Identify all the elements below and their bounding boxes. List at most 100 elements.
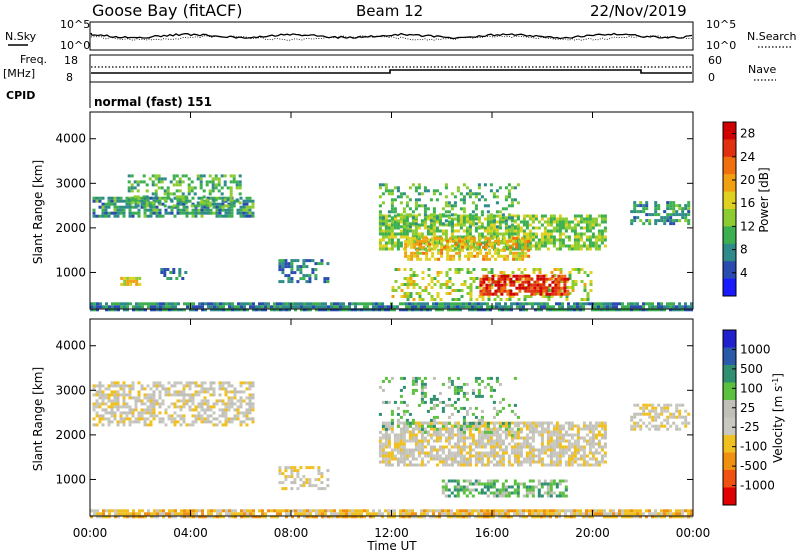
data-cell [402,460,406,464]
data-cell [402,433,406,437]
data-cell [483,485,487,489]
data-cell [107,196,111,200]
data-cell [185,402,189,406]
data-cell [513,491,517,495]
data-cell [555,515,558,519]
data-cell [501,442,505,446]
data-cell [573,451,577,455]
data-cell [387,512,390,516]
data-cell [232,204,236,208]
data-cell [491,254,495,258]
data-cell [279,305,282,309]
data-cell [384,436,388,440]
data-cell [483,445,487,449]
data-cell [651,302,654,306]
data-cell [242,202,246,206]
data-cell [444,210,448,214]
data-cell [170,384,174,388]
data-cell [537,302,540,306]
data-cell [128,387,132,391]
data-cell [330,512,333,516]
data-cell [296,259,300,263]
data-cell [116,208,120,212]
data-cell [342,308,345,312]
data-cell [296,469,300,473]
data-cell [164,411,168,415]
data-cell [95,214,99,218]
data-cell [360,512,363,516]
data-cell [92,211,96,215]
data-cell [474,460,478,464]
data-cell [494,248,498,252]
data-cell [507,512,510,516]
data-cell [163,192,167,196]
data-cell [561,424,565,428]
data-cell [393,244,397,248]
data-cell [406,286,410,289]
data-cell [516,430,520,434]
data-cell [206,408,210,412]
data-cell [468,223,472,227]
data-cell [564,509,567,513]
data-cell [639,406,643,410]
data-cell [102,305,105,309]
data-cell [264,302,267,306]
data-cell [485,283,489,287]
data-cell [345,509,348,513]
data-cell [588,238,592,242]
data-cell [525,244,529,248]
data-cell [191,208,195,212]
data-cell [447,204,451,208]
data-cell [153,509,156,513]
data-cell [230,211,234,215]
freq-tick-top: 18 [64,54,78,67]
data-cell [498,463,502,467]
data-cell [129,279,133,283]
data-cell [378,247,382,251]
data-cell [113,393,117,397]
data-cell [384,509,387,513]
data-cell [120,302,123,306]
data-cell [146,411,150,415]
data-cell [579,463,583,467]
data-cell [221,411,225,415]
data-cell [525,223,529,227]
data-cell [156,512,159,516]
data-cell [540,308,543,312]
data-cell [512,274,516,278]
data-cell [489,223,493,227]
data-cell [300,305,303,309]
data-cell [555,308,558,312]
data-cell [594,460,598,464]
data-cell [501,488,505,492]
data-cell [387,454,391,458]
data-cell [633,421,637,425]
data-cell [438,421,442,425]
data-cell [384,424,388,428]
data-cell [176,405,180,409]
data-cell [468,225,472,229]
data-cell [408,454,412,458]
data-cell [669,515,672,519]
data-cell [576,442,580,446]
data-cell [432,247,436,251]
data-cell [193,204,197,208]
data-cell [516,235,520,239]
data-cell [403,268,407,271]
data-cell [687,210,691,214]
data-cell [164,387,168,391]
data-cell [98,205,102,209]
data-cell [110,196,114,200]
data-cell [495,201,499,205]
y-tick-label: 3000 [55,176,86,190]
data-cell [441,448,445,452]
data-cell [552,427,556,431]
data-cell [141,515,144,519]
data-cell [205,198,209,202]
data-cell [410,245,414,249]
data-cell [164,196,168,200]
data-cell [378,213,382,217]
data-cell [384,225,388,229]
data-cell [465,485,469,489]
noise-search-trace [90,35,693,41]
